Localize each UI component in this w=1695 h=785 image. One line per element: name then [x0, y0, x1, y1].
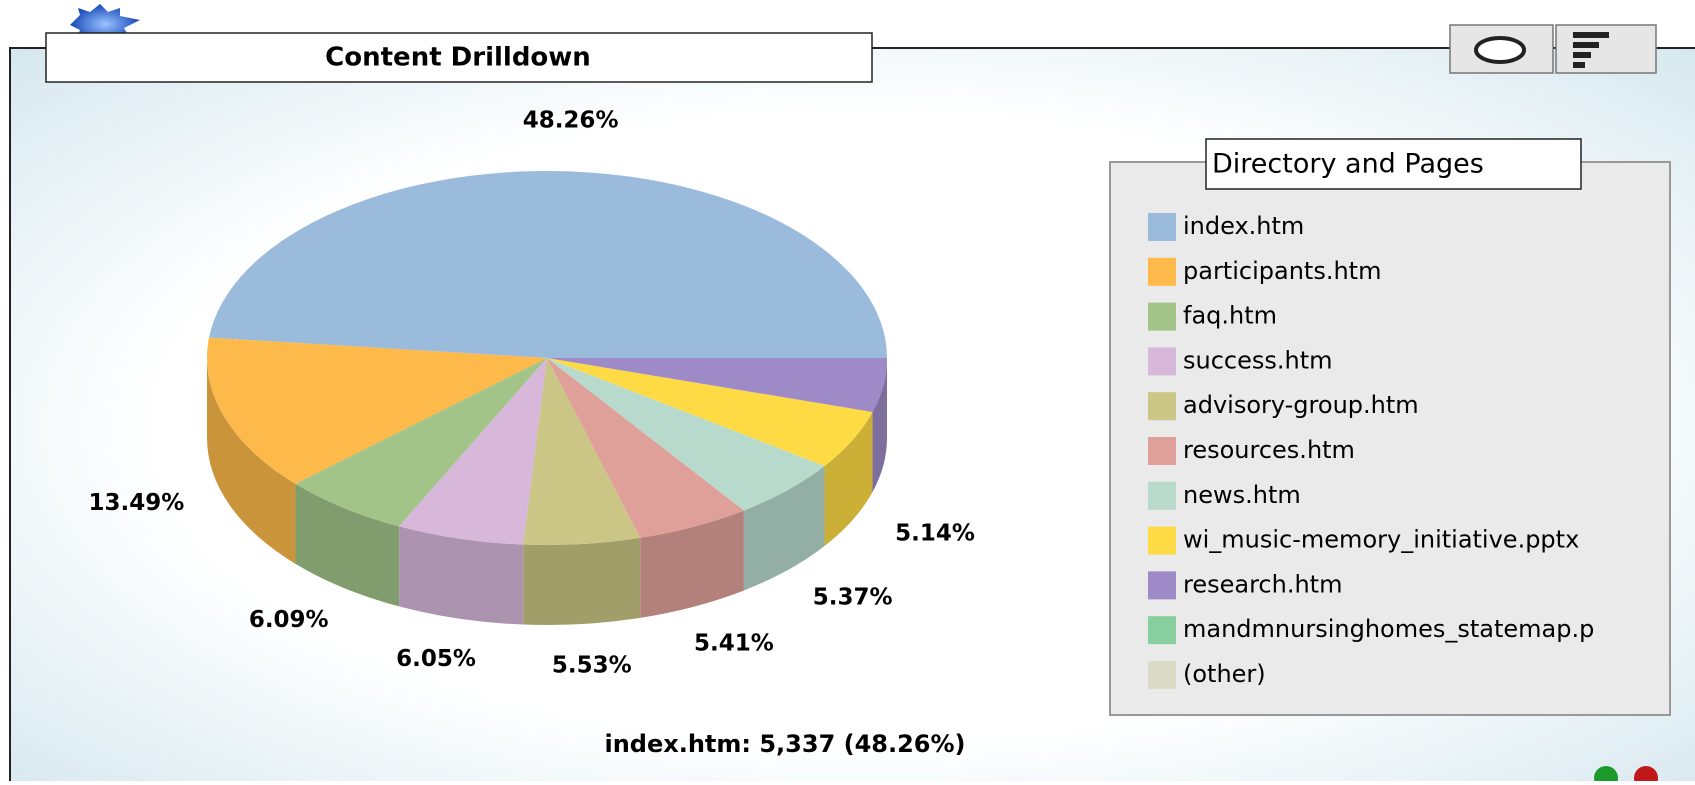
- legend-label: mandmnursinghomes_statemap.p: [1183, 615, 1594, 643]
- data-label: 5.14%: [895, 521, 975, 547]
- slice: [209, 170, 887, 358]
- data-label: 5.41%: [694, 631, 774, 657]
- data-label: 6.05%: [396, 646, 476, 672]
- data-label: 5.37%: [813, 584, 893, 610]
- legend-label: participants.htm: [1183, 257, 1381, 285]
- legend-label: resources.htm: [1183, 436, 1355, 464]
- legend-label: advisory-group.htm: [1183, 391, 1419, 419]
- slice-side: [824, 411, 873, 547]
- legend-label: success.htm: [1183, 346, 1333, 374]
- slice: [207, 337, 547, 484]
- legend-title: Directory and Pages: [1212, 149, 1484, 180]
- footer-info: index.htm: 5,337 (48.26%): [604, 730, 965, 758]
- slice: [547, 358, 873, 467]
- status-light: [1634, 766, 1658, 785]
- slice-side: [399, 526, 524, 625]
- legend-swatch: [1148, 526, 1176, 555]
- legend-swatch: [1148, 302, 1176, 331]
- legend-swatch: [1148, 347, 1176, 376]
- bar-icon: [1573, 62, 1585, 68]
- slice-side: [872, 358, 887, 492]
- title-box: [45, 32, 873, 83]
- legend-label: (other): [1183, 660, 1266, 688]
- legend-label: wi_music-memory_initiative.pptx: [1183, 526, 1579, 554]
- legend-swatch: [1148, 481, 1176, 510]
- legend-swatch: [1148, 571, 1176, 600]
- slice: [523, 358, 641, 546]
- legend-label: research.htm: [1183, 570, 1342, 598]
- slice: [399, 358, 547, 545]
- slice: [547, 358, 744, 538]
- legend-swatch: [1148, 257, 1176, 286]
- data-label: 13.49%: [88, 490, 184, 516]
- slice-side: [743, 466, 825, 591]
- slice: [547, 358, 887, 412]
- legend-title-box: [1205, 138, 1582, 190]
- legend-box: [1109, 161, 1671, 716]
- slice: [295, 358, 547, 527]
- data-label: 6.09%: [249, 607, 329, 633]
- legend-swatch: [1148, 661, 1176, 689]
- legend-label: news.htm: [1183, 481, 1301, 509]
- legend-swatch: [1148, 616, 1176, 645]
- bar-view-button[interactable]: [1555, 24, 1657, 74]
- bar-icon: [1573, 42, 1599, 48]
- legend-swatch: [1148, 437, 1176, 465]
- data-label: 5.53%: [552, 653, 632, 679]
- status-light: [1594, 766, 1618, 785]
- legend-swatch: [1148, 213, 1176, 241]
- slice: [547, 358, 825, 511]
- data-label: 48.26%: [523, 107, 619, 133]
- slice-side: [295, 483, 400, 607]
- slice-side: [640, 510, 744, 618]
- pie-view-button[interactable]: [1449, 24, 1554, 74]
- legend-swatch: [1148, 392, 1176, 421]
- pie-icon: [1474, 36, 1526, 64]
- slice-side: [207, 358, 296, 564]
- slice-side: [523, 537, 641, 626]
- legend-label: index.htm: [1183, 212, 1304, 240]
- bar-icon: [1573, 52, 1591, 58]
- chart-title: Content Drilldown: [325, 43, 591, 73]
- legend-label: faq.htm: [1183, 302, 1277, 330]
- bar-icon: [1573, 32, 1609, 38]
